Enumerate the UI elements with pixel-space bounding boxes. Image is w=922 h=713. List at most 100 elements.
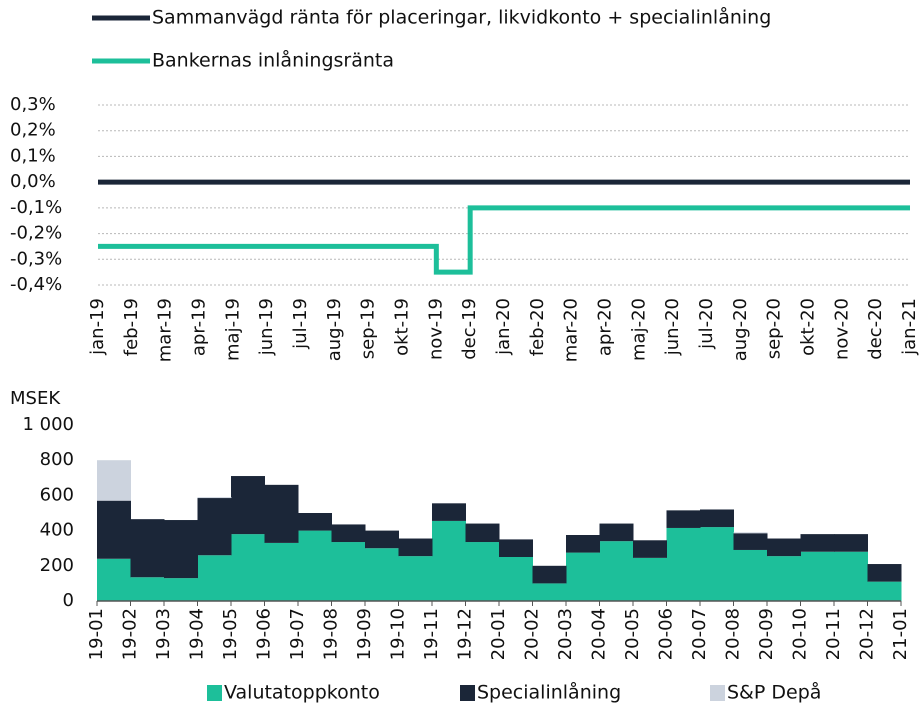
x-tick-label: jan-19 (87, 298, 108, 356)
y-tick-label: 600 (40, 484, 74, 505)
x-tick-label: sep-20 (764, 298, 785, 359)
x-tick-label: 20-06 (656, 608, 677, 660)
bar-segment (164, 520, 198, 579)
bar-segment (566, 552, 600, 601)
y-tick-label: 0,1% (10, 145, 56, 166)
x-tick-label: 19-09 (354, 608, 375, 660)
x-tick-label: 20-05 (622, 608, 643, 660)
y-tick-label: 1 000 (22, 414, 74, 435)
legend-label: Sammanvägd ränta för placeringar, likvid… (152, 6, 771, 29)
bar-segment (197, 555, 232, 601)
x-tick-label: jan-21 (899, 298, 920, 356)
bar-segment (130, 577, 165, 601)
bar-segment (532, 565, 567, 584)
x-tick-label: maj-19 (222, 298, 243, 361)
bar-segment (365, 548, 399, 601)
x-tick-label: dec-20 (865, 298, 886, 360)
bar-segment (130, 519, 165, 578)
x-tick-label: maj-20 (628, 298, 649, 361)
bar-segment (365, 530, 399, 549)
y-tick-label: 200 (40, 555, 74, 576)
x-tick-label: mar-19 (155, 298, 176, 362)
x-tick-label: 20-09 (756, 608, 777, 660)
bar-segment (465, 542, 500, 601)
x-tick-label: 20-08 (723, 608, 744, 660)
x-tick-label: feb-19 (121, 298, 142, 356)
bar-segment (599, 541, 634, 601)
x-tick-label: okt-19 (392, 298, 413, 356)
bar-segment (633, 557, 667, 601)
x-tick-label: 20-11 (823, 608, 844, 660)
x-tick-label: nov-20 (831, 298, 852, 360)
x-tick-label: 20-01 (488, 608, 509, 660)
bar-segment (197, 498, 232, 556)
y-axis-title: MSEK (10, 388, 61, 409)
x-tick-label: 19-05 (220, 608, 241, 660)
y-tick-label: 800 (40, 449, 74, 470)
bar-segment (197, 497, 232, 499)
bar-segment (733, 532, 768, 534)
bar-segment (231, 476, 265, 535)
bar-segment (432, 520, 466, 601)
y-tick-label: 0,3% (10, 94, 56, 115)
x-tick-label: dec-19 (459, 298, 480, 360)
x-tick-label: aug-20 (730, 298, 751, 361)
x-tick-label: 21-01 (890, 608, 911, 660)
bar-segment (264, 542, 299, 601)
x-tick-label: 19-08 (321, 608, 342, 660)
x-tick-label: jan-20 (493, 298, 514, 356)
bar-segment (666, 527, 701, 601)
x-tick-label: jun-19 (256, 298, 277, 356)
x-tick-label: mar-20 (561, 298, 582, 362)
bar-segment (834, 551, 868, 601)
y-tick-label: 0,0% (10, 171, 56, 192)
bar-segment (331, 542, 366, 601)
x-tick-label: jun-20 (662, 298, 683, 356)
y-tick-label: 0 (63, 590, 74, 611)
bar-segment (599, 523, 634, 542)
legend-label: Valutatoppkonto (224, 682, 380, 704)
bar-segment (97, 558, 131, 601)
x-tick-label: 19-02 (120, 608, 141, 660)
bar-segment (298, 530, 332, 601)
bar-segment (867, 564, 902, 582)
x-tick-label: apr-19 (189, 298, 210, 356)
x-tick-label: 19-01 (86, 608, 107, 660)
y-tick-label: -0,4% (10, 274, 62, 295)
bar-segment (398, 538, 433, 557)
y-tick-label: -0,3% (10, 248, 62, 269)
bar-segment (767, 556, 801, 601)
x-tick-label: 19-03 (153, 608, 174, 660)
x-tick-label: 19-04 (187, 608, 208, 660)
x-tick-label: sep-19 (358, 298, 379, 359)
x-tick-label: 19-06 (254, 608, 275, 660)
bar-segment (97, 460, 131, 501)
legend-swatch (710, 685, 725, 701)
line-series (98, 205, 910, 275)
y-tick-label: -0,1% (10, 197, 62, 218)
bar-segment (867, 581, 902, 601)
bar-segment (465, 523, 500, 543)
bar-segment (566, 535, 600, 553)
bar-segment (499, 539, 533, 557)
bar-segment (733, 533, 768, 550)
x-tick-label: 20-12 (857, 608, 878, 660)
x-tick-label: 20-04 (589, 608, 610, 660)
bar-segment (700, 509, 734, 528)
legend-label: Specialinlåning (477, 681, 621, 704)
x-tick-label: aug-19 (324, 298, 345, 361)
bar-segment (164, 578, 198, 601)
legend-label: Bankernas inlåningsränta (152, 49, 394, 72)
x-tick-label: 20-02 (522, 608, 543, 660)
x-tick-label: 19-07 (287, 608, 308, 660)
bar-segment (700, 527, 734, 601)
bar-segment (800, 551, 835, 601)
bar-segment (298, 513, 332, 531)
y-tick-label: 400 (40, 520, 74, 541)
bar-segment (633, 540, 667, 558)
bar-segment (97, 500, 131, 559)
bar-segment (666, 510, 701, 528)
x-tick-label: 20-07 (689, 608, 710, 660)
x-tick-label: feb-20 (527, 298, 548, 356)
x-tick-label: 20-10 (790, 608, 811, 660)
